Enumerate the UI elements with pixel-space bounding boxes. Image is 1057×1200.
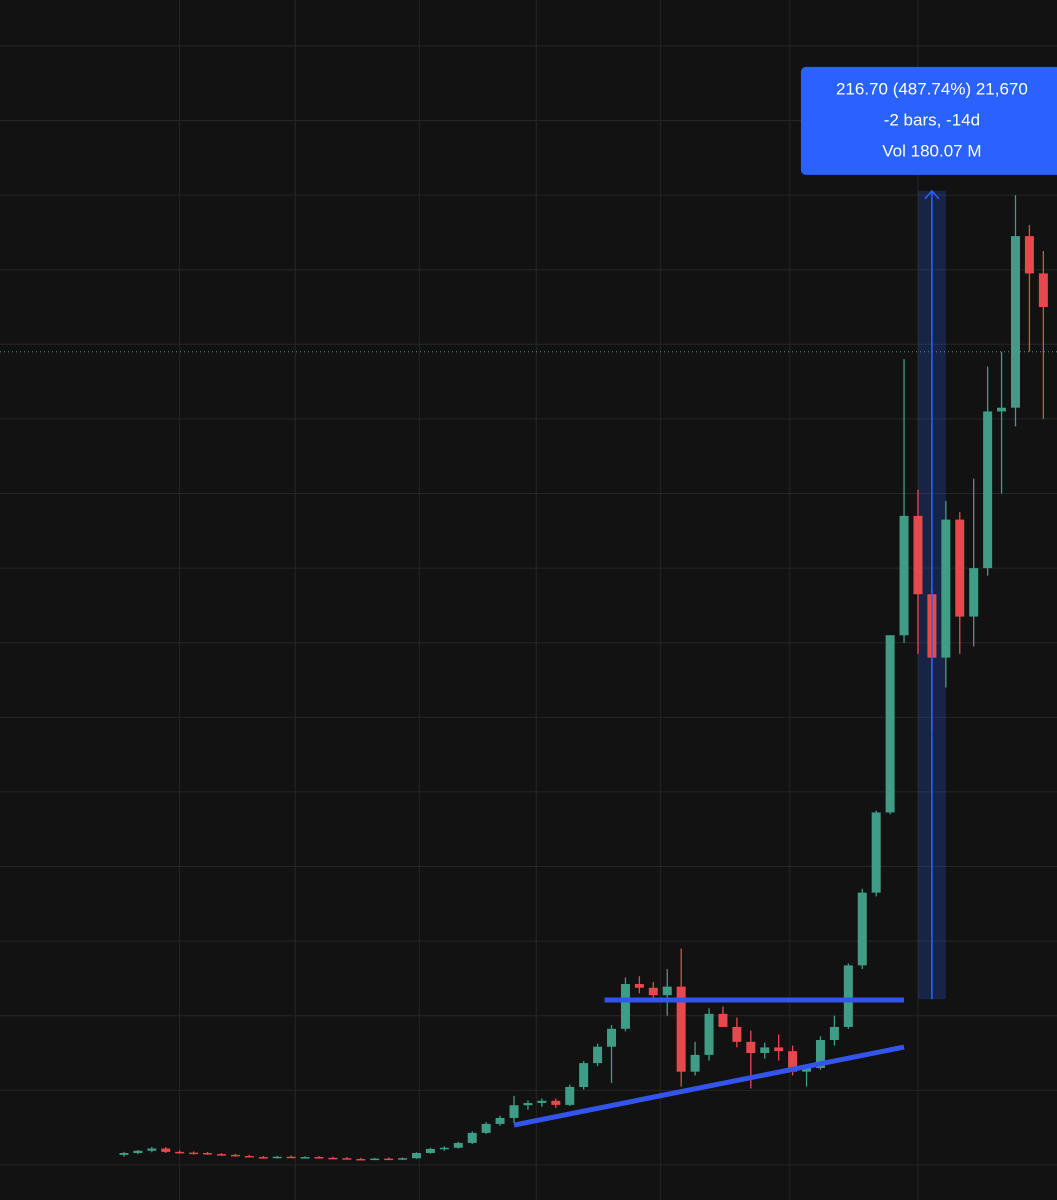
trend-line — [513, 1044, 905, 1128]
candle-body — [788, 1051, 798, 1072]
candle-body — [913, 515, 923, 595]
candle-body — [230, 1154, 240, 1157]
candle-body — [941, 519, 951, 658]
candle-body — [648, 987, 658, 996]
candle-body — [147, 1148, 157, 1151]
candle-body — [871, 812, 881, 893]
candle-body — [620, 984, 630, 1029]
candle-body — [342, 1158, 352, 1160]
candle-body — [203, 1152, 213, 1155]
candle-body — [467, 1132, 477, 1143]
candle-body — [634, 984, 644, 988]
candle-body — [523, 1103, 533, 1106]
candle-body — [607, 1028, 617, 1047]
candle-body — [690, 1054, 700, 1072]
candle-body — [662, 986, 672, 996]
candle-body — [398, 1158, 408, 1160]
candle-body — [829, 1026, 839, 1040]
candle-body — [955, 519, 965, 617]
candle-body — [857, 892, 867, 966]
candle-body — [593, 1046, 603, 1064]
measure-label-box — [800, 66, 1057, 175]
candle-body — [899, 515, 909, 636]
candle-body — [774, 1047, 784, 1052]
candle-body — [997, 407, 1007, 412]
candle-body — [815, 1039, 825, 1068]
measure-label: 216.70 (487.74%) 21,670 — [836, 79, 1028, 98]
candle-body — [370, 1158, 380, 1161]
candle-body — [1038, 273, 1048, 307]
candle-body — [439, 1147, 449, 1150]
candle-body — [314, 1157, 324, 1159]
candle-body — [676, 986, 686, 1072]
candle-body — [732, 1026, 742, 1042]
candle-body — [412, 1152, 422, 1159]
candle-body — [286, 1156, 296, 1159]
candle-body — [425, 1148, 435, 1153]
candle-body — [579, 1063, 589, 1087]
candle-body — [495, 1117, 505, 1124]
candle-body — [300, 1157, 310, 1159]
candle-body — [1010, 236, 1020, 408]
candle-body — [746, 1041, 756, 1054]
candle-body — [983, 411, 993, 569]
candle-body — [718, 1013, 728, 1027]
measure-label: -2 bars, -14d — [884, 110, 980, 129]
candle-body — [133, 1150, 143, 1153]
candle-body — [328, 1157, 338, 1160]
candle-body — [356, 1158, 366, 1161]
candle-body — [272, 1156, 282, 1159]
candle-body — [216, 1154, 226, 1156]
candle-body — [161, 1148, 171, 1152]
candle-body — [843, 965, 853, 1027]
measure-label: Vol 180.07 M — [882, 141, 981, 160]
candle-body — [384, 1158, 394, 1161]
candle-body — [481, 1123, 491, 1133]
candle-body — [1024, 236, 1034, 274]
candle-body — [258, 1157, 268, 1159]
measure-arrowhead — [924, 189, 940, 200]
candle-body — [453, 1142, 463, 1148]
candle-body — [244, 1155, 254, 1158]
candle-body — [565, 1086, 575, 1105]
candle-body — [175, 1151, 185, 1154]
candle-body — [537, 1100, 547, 1104]
candle-body — [885, 635, 895, 813]
candle-body — [509, 1105, 519, 1118]
candle-body — [119, 1152, 129, 1155]
candle-body — [551, 1100, 561, 1105]
candle-body — [760, 1047, 770, 1054]
candle-body — [802, 1067, 812, 1072]
candle-body — [189, 1152, 199, 1155]
candle-body — [969, 568, 979, 617]
candle-body — [704, 1013, 714, 1055]
